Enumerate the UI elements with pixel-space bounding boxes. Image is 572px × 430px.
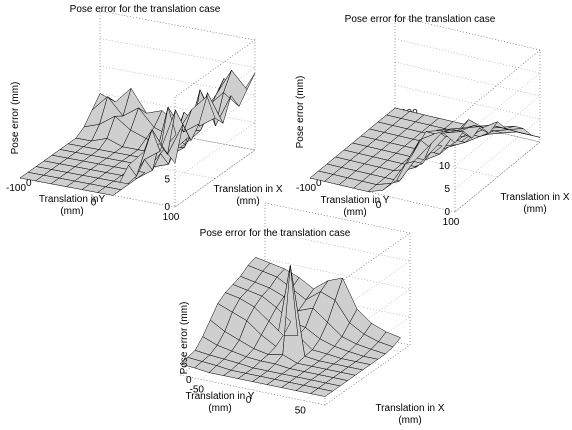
grid-line <box>394 84 541 190</box>
y-tick-label: -100 <box>6 183 26 194</box>
grid-line <box>174 149 256 208</box>
grid-line <box>454 141 541 213</box>
box-edge <box>99 10 256 151</box>
chart-title: Pose error for the translation case <box>70 4 221 15</box>
grid-line <box>179 374 326 406</box>
z-axis-label: Pose error (mm) <box>295 76 306 149</box>
z-tick-label: 10 <box>439 161 451 172</box>
z-tick-label: 0 <box>444 207 450 218</box>
y-axis-label: Translation inY <box>39 194 106 205</box>
surface-cell <box>179 357 203 369</box>
grid-line <box>394 107 541 143</box>
x-axis-label: (mm) <box>523 204 546 215</box>
x-axis-label: Translation in X <box>375 403 444 414</box>
x-axis-label: Translation in X <box>213 184 282 195</box>
surface-cell <box>19 172 45 182</box>
x-tick-label: 0 <box>316 178 322 189</box>
y-axis-label: Translation in Y <box>321 195 390 206</box>
y-tick-label: -50 <box>189 384 204 395</box>
x-axis-label: (mm) <box>236 196 259 207</box>
y-tick-label: 0 <box>246 395 252 406</box>
grid-line <box>382 124 468 196</box>
y-axis-label: (mm) <box>343 207 366 218</box>
y-tick-label: 0 <box>91 198 97 209</box>
grid-line <box>394 61 541 167</box>
z-axis-label: Pose error (mm) <box>179 302 190 375</box>
x-axis-label: Translation in X <box>500 192 569 203</box>
y-tick-label: 0 <box>376 200 382 211</box>
box-edge <box>454 49 541 213</box>
z-axis-label: Pose error (mm) <box>10 82 21 155</box>
y-axis-label: (mm) <box>208 403 231 414</box>
y-tick-label: 50 <box>295 406 307 417</box>
chart-title: Pose error for the translation case <box>345 14 496 25</box>
z-tick-label: 5 <box>164 175 170 186</box>
grid-line <box>394 38 541 144</box>
y-tick-label: 100 <box>443 217 460 228</box>
z-tick-label: 5 <box>444 184 450 195</box>
x-axis-label: (mm) <box>398 415 421 426</box>
grid-line <box>309 177 456 213</box>
y-tick-label: 100 <box>163 212 180 223</box>
grid-line <box>352 142 498 178</box>
y-axis-label: (mm) <box>60 206 83 217</box>
x-tick-label: 0 <box>26 178 32 189</box>
chart-title: Pose error for the translation case <box>200 228 351 239</box>
x-tick-label: 0 <box>186 375 192 386</box>
y-axis-label: Translation in Y <box>186 391 255 402</box>
y-tick-label: -100 <box>296 183 316 194</box>
surface-cell <box>309 170 334 182</box>
z-tick-label: 0 <box>164 202 170 213</box>
